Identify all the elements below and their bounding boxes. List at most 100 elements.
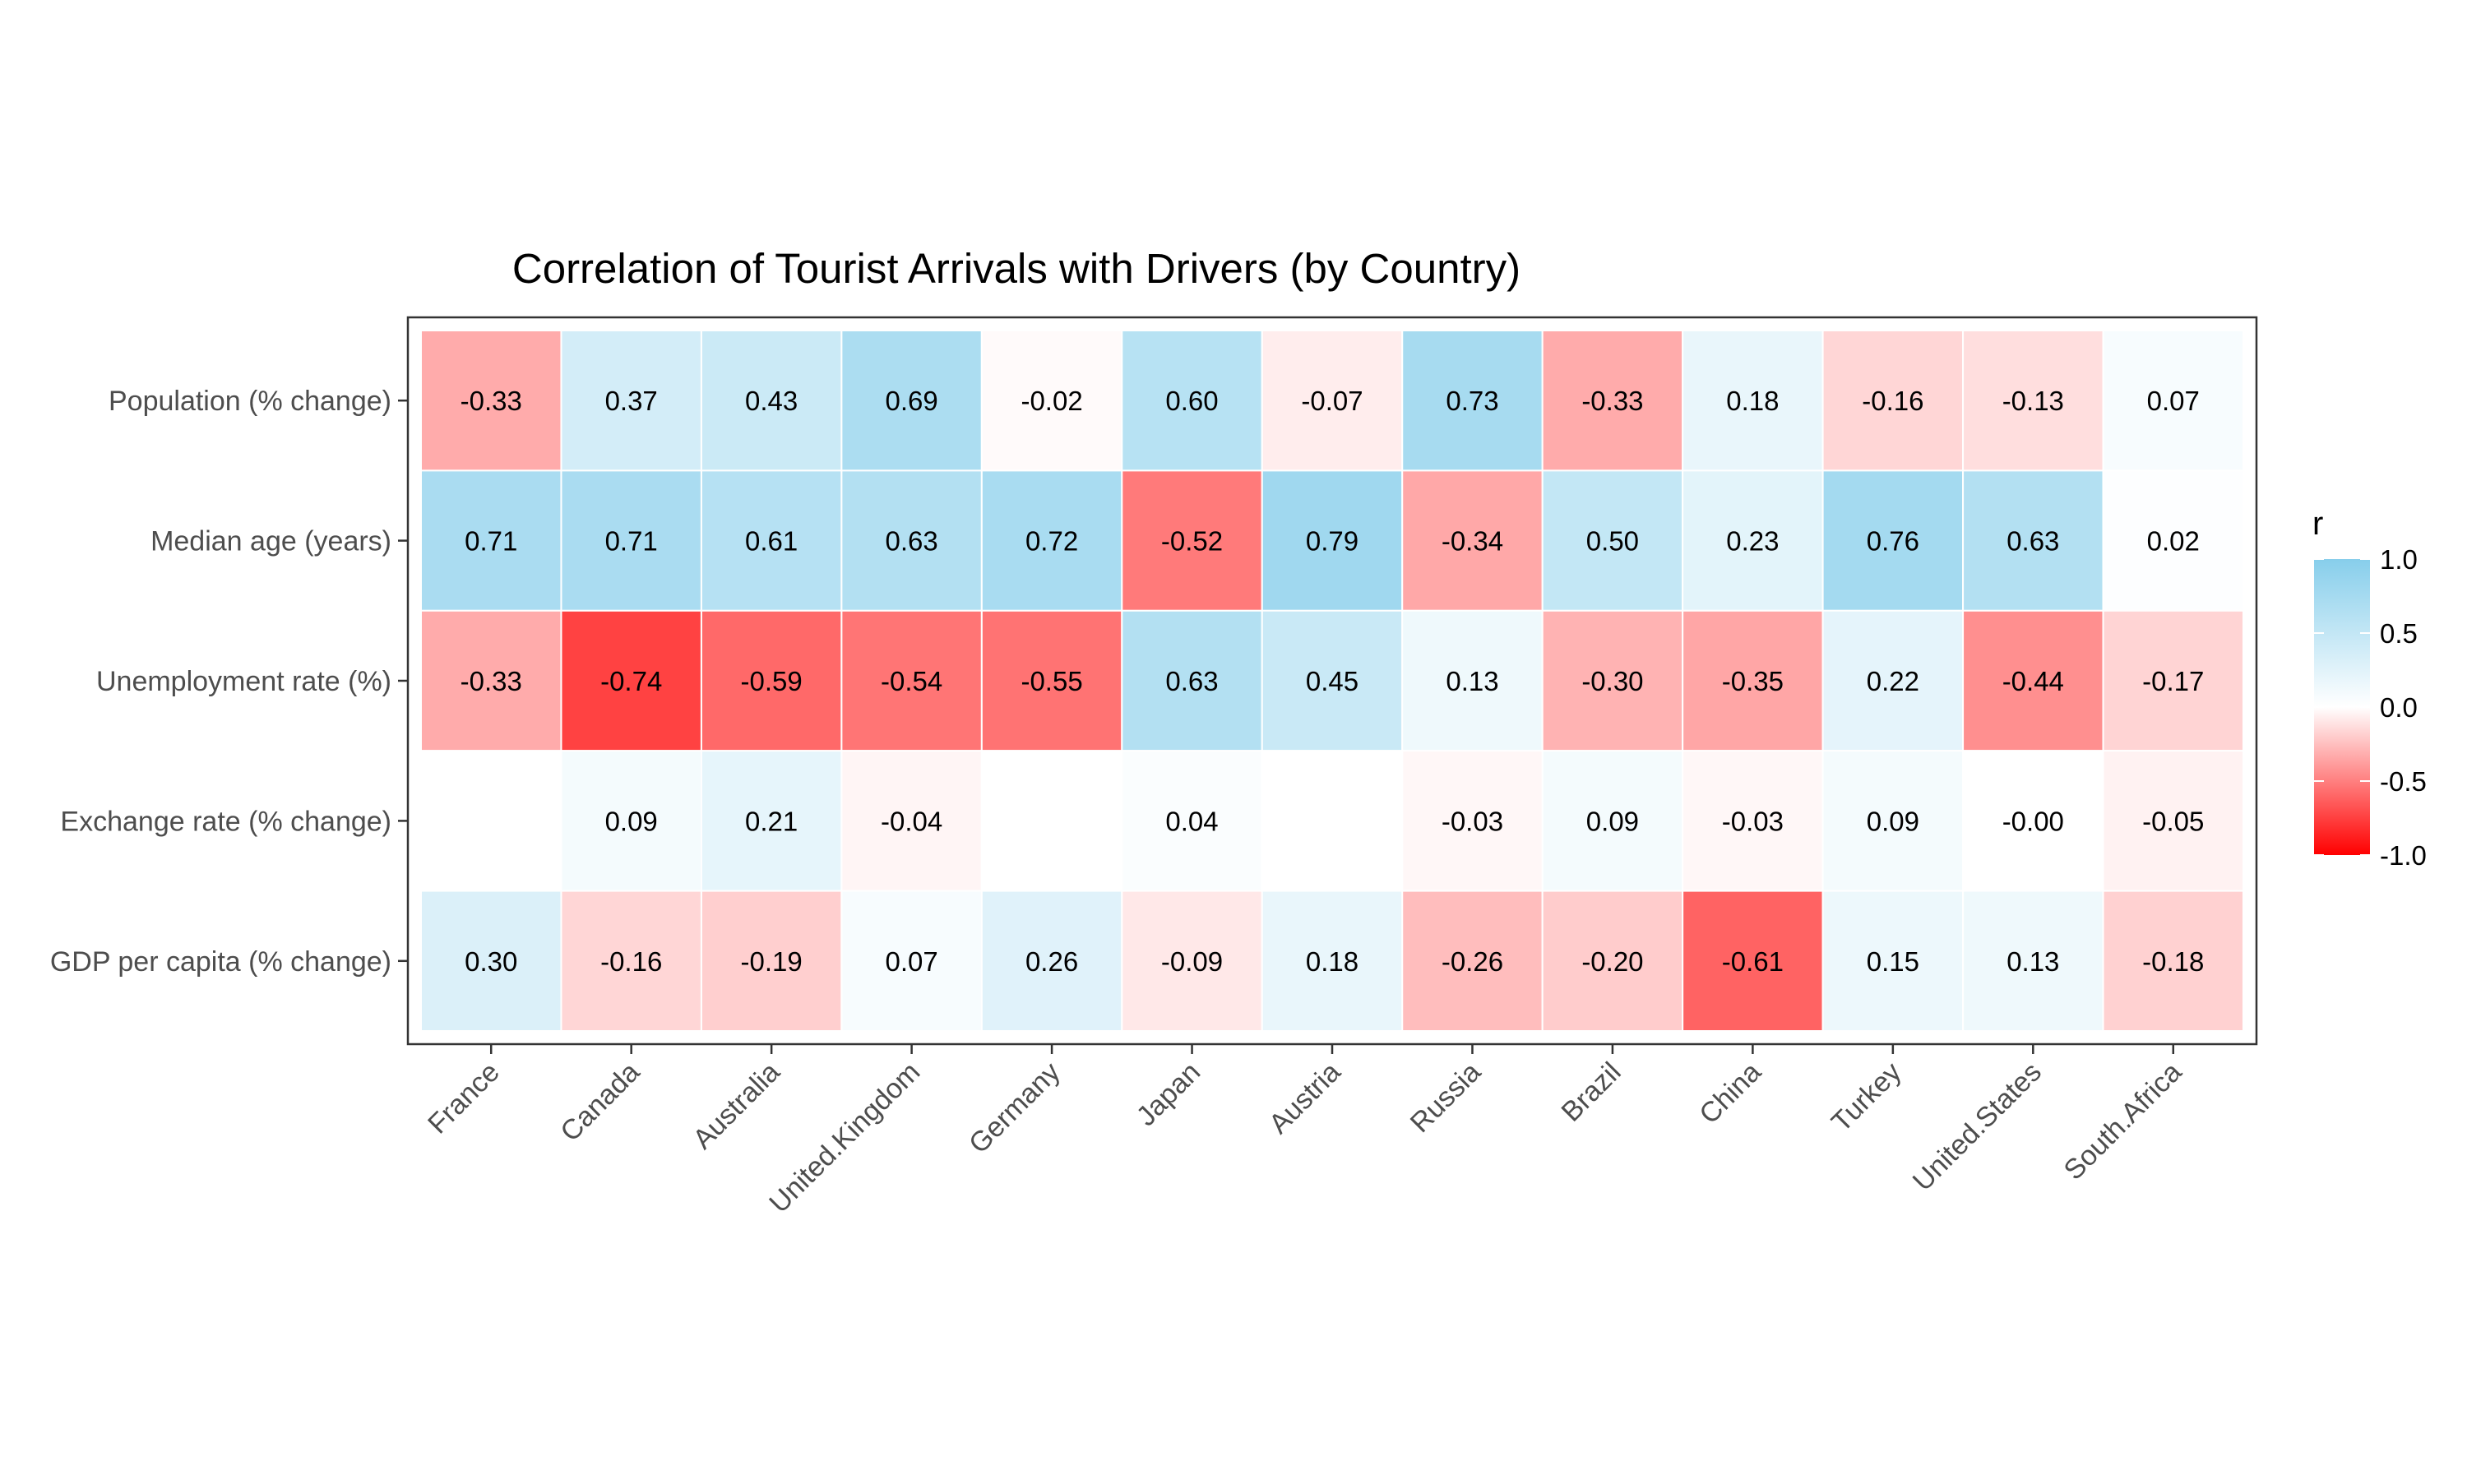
cell-label: 0.61 (745, 526, 798, 557)
cell-label: -0.04 (881, 806, 942, 836)
legend-tick-label: 0.0 (2380, 692, 2418, 723)
cell-label: 0.15 (1867, 946, 1919, 977)
x-tick-label: Brazil (1556, 1056, 1627, 1128)
cell-label: 0.18 (1306, 946, 1358, 977)
heatmap-cell (2102, 750, 2245, 892)
legend-tick-label: -0.5 (2380, 766, 2427, 797)
heatmap-cell (1682, 609, 1824, 752)
heatmap-cell (1962, 609, 2104, 752)
legend-tick-label: 1.0 (2380, 544, 2418, 575)
heatmap-cell (560, 750, 702, 892)
cell-label: 0.60 (1165, 386, 1218, 416)
y-tick-label: Population (% change) (109, 386, 391, 417)
y-tick-label: GDP per capita (% change) (50, 946, 391, 978)
cell-label: -0.18 (2142, 946, 2204, 977)
heatmap-cell (1541, 469, 1684, 612)
cell-label: 0.76 (1867, 526, 1919, 557)
x-tick-label: Turkey (1826, 1056, 1907, 1138)
cell-label: 0.21 (745, 806, 798, 836)
x-tick-label: Canada (554, 1056, 646, 1148)
cell-label: -0.20 (1581, 946, 1643, 977)
cell-label: 0.45 (1306, 666, 1358, 696)
cell-label: -0.07 (1301, 386, 1363, 416)
cell-label: 0.13 (2006, 946, 2059, 977)
cell-label: -0.16 (1862, 386, 1923, 416)
heatmap-cell (1962, 890, 2104, 1032)
cell-label: 0.09 (1867, 806, 1919, 836)
heatmap-cell (1401, 330, 1544, 472)
heatmap-cell (840, 330, 983, 472)
cell-label: 0.72 (1025, 526, 1078, 557)
heatmap-cell (980, 750, 1123, 892)
heatmap-cell (1121, 469, 1263, 612)
x-tick-label: Germany (963, 1056, 1067, 1160)
cell-label: -0.33 (1581, 386, 1643, 416)
heatmap-cell (1541, 890, 1684, 1032)
cell-label: 0.69 (885, 386, 937, 416)
cell-label: 0.71 (605, 526, 658, 557)
x-tick-label: Australia (687, 1056, 785, 1155)
heatmap-cell (1121, 750, 1263, 892)
heatmap-cell (1401, 469, 1544, 612)
cell-label: -0.13 (2002, 386, 2064, 416)
y-tick-label: Median age (years) (150, 526, 391, 557)
cell-label: -0.34 (1442, 526, 1503, 557)
heatmap-cell (2102, 890, 2245, 1032)
x-tick-label: China (1693, 1056, 1767, 1130)
legend-ticks: 1.0 0.5 0.0 -0.5 -1.0 (2314, 544, 2427, 871)
heatmap-cell (560, 609, 702, 752)
cell-label: 0.63 (885, 526, 937, 557)
heatmap-cell (2102, 330, 2245, 472)
cell-label: 0.13 (1446, 666, 1498, 696)
cell-label: 0.09 (1586, 806, 1639, 836)
heatmap-cell (1121, 890, 1263, 1032)
heatmap-cell (420, 750, 562, 892)
heatmap-cell (980, 890, 1123, 1032)
x-tick-label: Japan (1131, 1056, 1206, 1132)
y-tick-label: Unemployment rate (%) (96, 666, 391, 697)
cell-label: -0.52 (1161, 526, 1223, 557)
heatmap-cell (980, 330, 1123, 472)
cell-label: 0.18 (1726, 386, 1779, 416)
heatmap-cell (1541, 609, 1684, 752)
cell-label: -0.61 (1722, 946, 1784, 977)
cell-label: -0.30 (1581, 666, 1643, 696)
cell-label: 0.63 (2006, 526, 2059, 557)
cell-label: -0.00 (2002, 806, 2064, 836)
x-tick-label: South.Africa (2058, 1056, 2188, 1186)
cell-label: 0.71 (465, 526, 517, 557)
cell-label: 0.73 (1446, 386, 1498, 416)
heatmap-cell (840, 890, 983, 1032)
cell-label: 0.43 (745, 386, 798, 416)
heatmap-cell (1261, 750, 1404, 892)
cell-label: 0.07 (2147, 386, 2200, 416)
heatmap-cell (700, 609, 843, 752)
heatmap-cell (1682, 890, 1824, 1032)
cell-label: 0.30 (465, 946, 517, 977)
cell-label: 0.26 (1025, 946, 1078, 977)
heatmap-cell (1682, 750, 1824, 892)
cell-label: -0.55 (1021, 666, 1082, 696)
cell-label: -0.33 (461, 666, 522, 696)
cell-label: 0.04 (1165, 806, 1218, 836)
heatmap-cell (1962, 469, 2104, 612)
cell-label: 0.50 (1586, 526, 1639, 557)
x-tick-label: United.Kingdom (763, 1056, 926, 1219)
heatmap-cell (840, 750, 983, 892)
legend-title: r (2312, 506, 2323, 542)
cell-label: 0.07 (885, 946, 937, 977)
x-tick-label: France (422, 1056, 506, 1140)
cell-label: -0.03 (1722, 806, 1784, 836)
chart-title: Correlation of Tourist Arrivals with Dri… (512, 245, 1520, 292)
cell-label: -0.59 (741, 666, 803, 696)
cell-label: 0.09 (605, 806, 658, 836)
cell-label: -0.03 (1442, 806, 1503, 836)
cell-label: -0.02 (1021, 386, 1082, 416)
heatmap-cell (1401, 890, 1544, 1032)
heatmap-cell (980, 609, 1123, 752)
heatmap-cell (1682, 330, 1824, 472)
cell-label: -0.74 (600, 666, 662, 696)
cell-label: -0.54 (881, 666, 942, 696)
